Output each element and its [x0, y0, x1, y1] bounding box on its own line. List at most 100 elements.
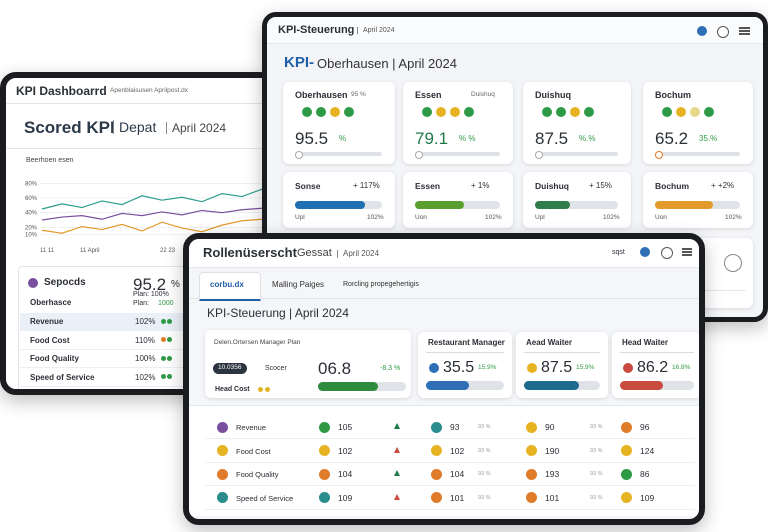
bar-left-label: Uon: [655, 214, 667, 221]
icon-dot: [28, 278, 38, 288]
bar-right-label: 102%: [725, 214, 742, 221]
divider: [620, 352, 694, 353]
icon-dot: [717, 26, 729, 38]
track: [535, 152, 618, 156]
card-title: Sepocds: [44, 277, 86, 288]
header-bar: [267, 17, 763, 44]
row-value: 100%: [135, 354, 156, 363]
cell-note: 93 %: [478, 471, 491, 477]
cell-value: 90: [545, 422, 555, 432]
progress-bar: [426, 381, 469, 390]
icon-dot: [415, 151, 423, 159]
row-divider: [205, 508, 695, 510]
progress-bar: [295, 201, 365, 209]
role-name: Restaurant Manager: [428, 338, 505, 347]
track: [655, 152, 740, 156]
app-title: KPI Dashboarrd: [16, 84, 107, 98]
cell-note: 93 %: [590, 424, 603, 430]
icon-dot: [527, 363, 537, 373]
card-name: Essen: [415, 90, 442, 100]
bar-left-label: Upl: [535, 214, 545, 221]
menu-icon: [682, 248, 692, 250]
trend-arrow: [394, 446, 400, 453]
chart-title: Beerhoen esen: [26, 157, 74, 164]
icon-dot: [264, 386, 270, 392]
pill: 10.0356: [213, 363, 247, 374]
icon-dot: [166, 337, 172, 342]
row-label: Speed of Service: [30, 372, 95, 382]
bar-right-label: 102%: [485, 214, 502, 221]
trend-arrow: [394, 423, 400, 429]
icon-dot: [623, 363, 633, 373]
divider: [426, 352, 504, 353]
app-title: KPI-Steuerung: [278, 24, 355, 36]
line-series: [41, 188, 263, 210]
card-name: Oberhausen: [295, 90, 348, 100]
icon-dot: [429, 363, 439, 373]
card-unit: %: [171, 279, 180, 290]
icon-dot: [216, 492, 228, 503]
icon-dot: [542, 107, 552, 117]
location: Oberhasce: [30, 298, 72, 307]
y-tick-label: 60%: [25, 196, 38, 202]
tab[interactable]: corbu.dx: [210, 280, 244, 289]
bar-left-label: Upl: [295, 214, 305, 221]
icon-dot: [640, 247, 650, 257]
panel-label: Scocer: [265, 365, 287, 372]
trend-arrow: [394, 470, 400, 476]
card-name: Sonse: [295, 181, 321, 191]
icon-dot: [724, 254, 742, 272]
cell-value: 190: [545, 445, 560, 456]
cell-value: 101: [450, 492, 465, 503]
icon-dot: [620, 468, 632, 480]
cell-note: 93 %: [478, 424, 491, 430]
icon-dot: [422, 107, 432, 117]
icon-dot: [704, 107, 714, 117]
card-change: + +2%: [711, 181, 735, 190]
heading: Scored KPI: [24, 118, 115, 137]
icon-dot: [620, 421, 632, 433]
app-subtitle: Apenblaisusen Aprilpost.dx: [110, 87, 189, 94]
title-rest: Oberhausen | April 2024: [317, 56, 457, 71]
icon-dot: [160, 337, 166, 342]
group: Gessat: [297, 247, 332, 259]
tab[interactable]: Rorcling propegehertigis: [343, 281, 419, 288]
cell-value: 109: [338, 492, 353, 503]
cell-value: 104: [450, 469, 465, 479]
card-value: 87.5: [535, 129, 569, 148]
plan-label: Plan:: [133, 300, 149, 307]
y-tick-label: 80%: [25, 181, 38, 187]
icon-dot: [216, 421, 228, 433]
panel-caption: Delen.Ortersen Manager Plan: [214, 339, 301, 346]
cell-value: 102: [338, 445, 353, 456]
card-unit: 35.%: [699, 134, 718, 143]
row-divider: [205, 485, 695, 486]
cell-value: 102: [450, 445, 465, 456]
role-change: 15.9%: [576, 364, 595, 371]
card-note: Duishuq: [471, 91, 495, 98]
row-divider: [20, 385, 268, 387]
icon-dot: [535, 151, 543, 159]
icon-dot: [166, 355, 172, 361]
tab[interactable]: Malling Paiges: [272, 280, 325, 289]
kpi-card: [283, 82, 395, 164]
row-label: Speed of Service: [236, 493, 294, 503]
dept: Depat: [113, 120, 156, 134]
card-name: Essen: [415, 181, 441, 191]
icon-dot: [318, 492, 330, 503]
icon-dot: [330, 107, 340, 117]
bar-right-label: 102%: [603, 214, 620, 221]
cell-value: 105: [338, 422, 353, 432]
kpi-card: [283, 172, 395, 228]
menu-icon: [739, 27, 750, 29]
icon-dot: [690, 107, 700, 117]
card-unit: % %: [459, 134, 476, 143]
progress-bar: [620, 381, 663, 390]
role-name: Head Waiter: [622, 338, 668, 347]
cell-value: 124: [640, 445, 655, 456]
title-kpi: KPI-: [284, 54, 314, 71]
x-tick-label: 11 11: [40, 248, 55, 254]
card-change: + 117%: [353, 181, 380, 190]
icon-dot: [584, 107, 594, 117]
track: [415, 152, 500, 156]
